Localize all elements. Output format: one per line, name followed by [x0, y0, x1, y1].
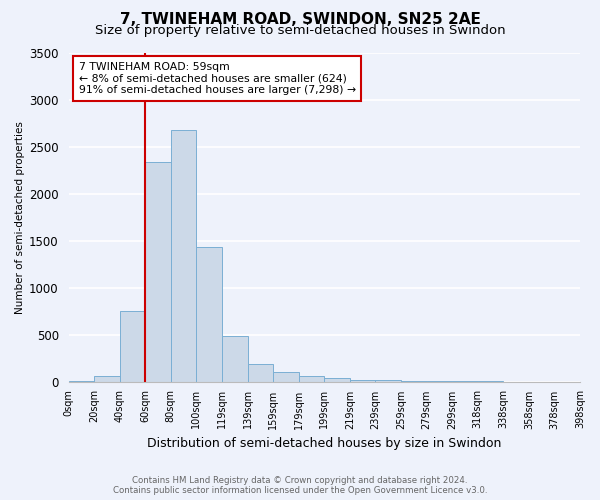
Bar: [299, 376, 324, 382]
Bar: [376, 380, 401, 382]
Bar: [350, 380, 376, 382]
Bar: [145, 162, 171, 382]
X-axis label: Distribution of semi-detached houses by size in Swindon: Distribution of semi-detached houses by …: [147, 437, 502, 450]
Bar: [248, 364, 273, 382]
Bar: [222, 336, 248, 382]
Bar: [94, 376, 119, 382]
Text: 7, TWINEHAM ROAD, SWINDON, SN25 2AE: 7, TWINEHAM ROAD, SWINDON, SN25 2AE: [119, 12, 481, 28]
Text: Size of property relative to semi-detached houses in Swindon: Size of property relative to semi-detach…: [95, 24, 505, 37]
Bar: [401, 381, 427, 382]
Text: Contains HM Land Registry data © Crown copyright and database right 2024.
Contai: Contains HM Land Registry data © Crown c…: [113, 476, 487, 495]
Bar: [119, 311, 145, 382]
Y-axis label: Number of semi-detached properties: Number of semi-detached properties: [15, 120, 25, 314]
Bar: [196, 247, 222, 382]
Bar: [171, 130, 196, 382]
Bar: [324, 378, 350, 382]
Text: 7 TWINEHAM ROAD: 59sqm
← 8% of semi-detached houses are smaller (624)
91% of sem: 7 TWINEHAM ROAD: 59sqm ← 8% of semi-deta…: [79, 62, 356, 95]
Bar: [273, 372, 299, 382]
